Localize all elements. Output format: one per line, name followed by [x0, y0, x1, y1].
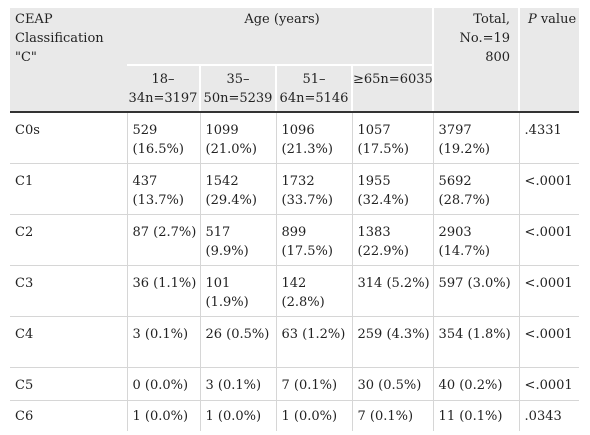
- table-row: C2 87 (2.7%) 517 (9.9%) 899 (17.5%) 1383…: [10, 214, 580, 266]
- cell-class: C3: [10, 265, 127, 317]
- cell-class: C0s: [10, 112, 127, 164]
- cell-age-51-64: 63 (1.2%): [275, 316, 352, 368]
- header-age-65-plus: ≥65n=6035: [350, 64, 434, 113]
- cell-total: 3797 (19.2%): [432, 112, 520, 164]
- header-age-18-34: 18–34n=3197: [127, 64, 200, 113]
- cell-age-35-50: 3 (0.1%): [199, 367, 276, 401]
- ceap-age-table: CEAP Classification "C" Age (years) Tota…: [10, 8, 580, 431]
- cell-p-value: .0343: [518, 400, 580, 431]
- cell-age-65-plus: 30 (0.5%): [351, 367, 434, 401]
- cell-class: C6: [15, 409, 34, 424]
- cell-age-18-34: 1 (0.0%): [126, 400, 200, 431]
- cell-p-value: <.0001: [518, 367, 580, 401]
- cell-age-51-64: 7 (0.1%): [275, 367, 352, 401]
- cell-age-18-34: 36 (1.1%): [126, 265, 200, 317]
- cell-age-65-plus: 1955 (32.4%): [351, 163, 434, 215]
- cell-total: 11 (0.1%): [432, 400, 520, 431]
- header-age-group: Age (years): [127, 8, 434, 65]
- cell-age-18-34: 87 (2.7%): [126, 214, 200, 266]
- cell-age-65-plus: 259 (4.3%): [351, 316, 434, 368]
- table-body: C0s 529 (16.5%) 1099 (21.0%) 1096 (21.3%…: [10, 112, 580, 431]
- cell-total: 40 (0.2%): [432, 367, 520, 401]
- header-p-rest: value: [536, 12, 577, 27]
- cell-p-value: <.0001: [518, 265, 580, 317]
- cell-age-35-50: 101 (1.9%): [199, 265, 276, 317]
- header-total: Total, No.=19 800: [432, 8, 520, 113]
- cell-age-35-50: 517 (9.9%): [199, 214, 276, 266]
- cell-age-35-50: 26 (0.5%): [199, 316, 276, 368]
- cell-p-value: <.0001: [518, 316, 580, 368]
- cell-class: C1: [10, 163, 127, 215]
- cell-age-65-plus: 314 (5.2%): [351, 265, 434, 317]
- cell-class: C2: [10, 214, 127, 266]
- cell-total: 2903 (14.7%): [432, 214, 520, 266]
- cell-p-value: <.0001: [518, 163, 580, 215]
- cell-age-65-plus: 1057 (17.5%): [351, 112, 434, 164]
- cell-class: C5: [10, 367, 127, 401]
- cell-total: 5692 (28.7%): [432, 163, 520, 215]
- cell-total: 354 (1.8%): [432, 316, 520, 368]
- cell-age-65-plus: 1383 (22.9%): [351, 214, 434, 266]
- cell-age-51-64: 1732 (33.7%): [275, 163, 352, 215]
- table-row: C5 0 (0.0%) 3 (0.1%) 7 (0.1%) 30 (0.5%) …: [10, 367, 580, 401]
- table-row: C1 437 (13.7%) 1542 (29.4%) 1732 (33.7%)…: [10, 163, 580, 215]
- cell-age-18-34: 529 (16.5%): [126, 112, 200, 164]
- header-classification: CEAP Classification "C": [10, 8, 127, 113]
- table-row: C6 1 (0.0%) 1 (0.0%) 1 (0.0%) 7 (0.1%) 1…: [10, 400, 580, 431]
- cell-age-18-34: 0 (0.0%): [126, 367, 200, 401]
- cell-age-51-64: 899 (17.5%): [275, 214, 352, 266]
- cell-age-18-34: 437 (13.7%): [126, 163, 200, 215]
- cell-p-value: .4331: [518, 112, 580, 164]
- header-age-51-64: 51–64n=5146: [275, 64, 352, 113]
- cell-age-35-50: 1 (0.0%): [199, 400, 276, 431]
- header-p-value: P value: [518, 8, 580, 113]
- cell-p-value: <.0001: [518, 214, 580, 266]
- cell-age-35-50: 1099 (21.0%): [199, 112, 276, 164]
- table-row: C4 3 (0.1%) 26 (0.5%) 63 (1.2%) 259 (4.3…: [10, 316, 580, 368]
- cell-age-51-64: 1096 (21.3%): [275, 112, 352, 164]
- table-row: C3 36 (1.1%) 101 (1.9%) 142 (2.8%) 314 (…: [10, 265, 580, 317]
- header-p-italic: P: [527, 12, 537, 27]
- cell-age-18-34: 3 (0.1%): [126, 316, 200, 368]
- cell-age-35-50: 1542 (29.4%): [199, 163, 276, 215]
- cell-age-65-plus: 7 (0.1%): [351, 400, 434, 431]
- cell-class: C4: [10, 316, 127, 368]
- cell-age-51-64: 142 (2.8%): [275, 265, 352, 317]
- table-header: CEAP Classification "C" Age (years) Tota…: [10, 8, 580, 113]
- cell-age-51-64: 1 (0.0%): [275, 400, 352, 431]
- header-age-35-50: 35–50n=5239: [199, 64, 276, 113]
- table-row: C0s 529 (16.5%) 1099 (21.0%) 1096 (21.3%…: [10, 112, 580, 164]
- cell-total: 597 (3.0%): [432, 265, 520, 317]
